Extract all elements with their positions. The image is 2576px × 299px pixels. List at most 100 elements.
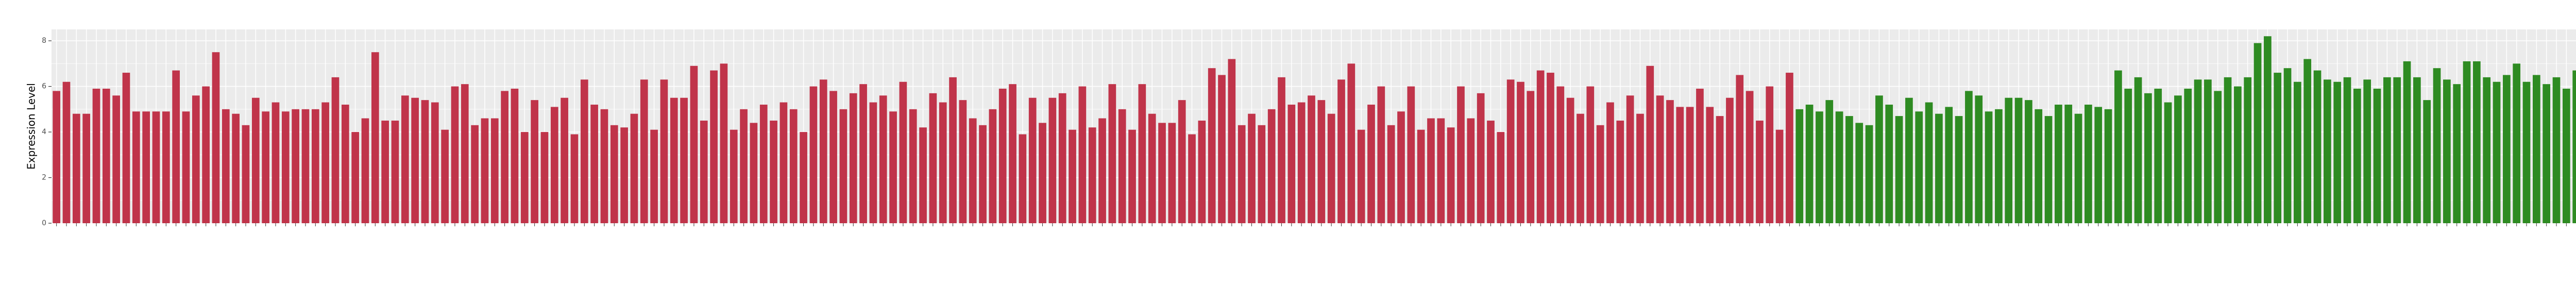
bar bbox=[2403, 61, 2411, 223]
bar bbox=[511, 89, 519, 223]
bar bbox=[1716, 116, 1724, 223]
bar bbox=[62, 81, 71, 223]
bar bbox=[1745, 91, 1754, 223]
bar bbox=[1327, 113, 1335, 223]
bar bbox=[1566, 97, 1574, 223]
bar bbox=[570, 134, 579, 223]
bar bbox=[1118, 109, 1126, 223]
bar bbox=[1945, 107, 1953, 223]
y-tick-label: 6 bbox=[42, 82, 46, 91]
bar bbox=[1218, 75, 1226, 223]
bar bbox=[2313, 70, 2321, 223]
bar bbox=[53, 91, 61, 223]
bar bbox=[122, 73, 130, 223]
bar bbox=[361, 118, 369, 223]
bar bbox=[481, 118, 489, 223]
bar bbox=[1347, 63, 1355, 224]
bar bbox=[561, 97, 568, 223]
bar bbox=[1527, 91, 1535, 223]
bar bbox=[2433, 68, 2441, 223]
bar bbox=[82, 113, 91, 223]
bar bbox=[1985, 111, 1993, 223]
bar bbox=[1636, 113, 1644, 223]
bar bbox=[2014, 97, 2023, 223]
bar bbox=[1965, 91, 1973, 223]
bar bbox=[222, 109, 230, 223]
bar bbox=[2572, 70, 2576, 223]
bar bbox=[2264, 36, 2272, 223]
bar bbox=[520, 132, 529, 223]
bar bbox=[2114, 70, 2122, 223]
bar bbox=[2483, 77, 2491, 224]
bar bbox=[1517, 81, 1524, 223]
bar bbox=[112, 95, 121, 223]
bar bbox=[1855, 123, 1863, 223]
bar bbox=[670, 97, 678, 223]
bar bbox=[212, 52, 220, 223]
bar bbox=[1248, 113, 1256, 223]
bar bbox=[1377, 86, 1385, 223]
bar bbox=[869, 102, 877, 223]
bar bbox=[740, 109, 748, 223]
bar bbox=[2373, 89, 2381, 223]
bar bbox=[759, 104, 768, 223]
bar bbox=[1835, 111, 1843, 223]
bar bbox=[1786, 73, 1793, 223]
bar bbox=[2393, 77, 2401, 224]
bar bbox=[630, 113, 638, 223]
bar bbox=[2035, 109, 2043, 223]
bar bbox=[2124, 89, 2132, 223]
bar bbox=[1297, 102, 1306, 223]
bar bbox=[1078, 86, 1087, 223]
bar bbox=[1228, 59, 1236, 223]
bar bbox=[2294, 81, 2301, 223]
bar bbox=[680, 97, 688, 223]
bar bbox=[1497, 132, 1505, 223]
bar bbox=[2064, 104, 2073, 223]
bar bbox=[1417, 129, 1425, 223]
bar bbox=[2144, 93, 2152, 223]
bar bbox=[1208, 68, 1216, 223]
bar bbox=[2044, 116, 2053, 223]
bar bbox=[650, 129, 658, 223]
bar bbox=[959, 100, 967, 223]
bar bbox=[829, 91, 837, 223]
bar bbox=[411, 97, 419, 223]
bar bbox=[979, 125, 987, 223]
bar bbox=[1935, 113, 1943, 223]
bar bbox=[2333, 81, 2342, 223]
bar bbox=[2224, 77, 2232, 224]
bar bbox=[730, 129, 738, 223]
bar bbox=[969, 118, 977, 223]
bar bbox=[580, 79, 588, 224]
bar bbox=[421, 100, 429, 223]
bar bbox=[1556, 86, 1565, 223]
bar bbox=[232, 113, 240, 223]
bar bbox=[102, 89, 110, 223]
bar bbox=[92, 89, 100, 223]
bar bbox=[1726, 97, 1734, 223]
bar bbox=[1407, 86, 1415, 223]
bar bbox=[1198, 120, 1206, 223]
bar bbox=[1656, 95, 1664, 223]
bar bbox=[1706, 107, 1714, 223]
bar bbox=[710, 70, 718, 223]
bar bbox=[2104, 109, 2112, 223]
bar bbox=[2214, 91, 2222, 223]
bar bbox=[1905, 97, 1913, 223]
bar bbox=[1437, 118, 1445, 223]
bar bbox=[1885, 104, 1893, 223]
bar bbox=[1258, 125, 1266, 223]
y-tick-label: 2 bbox=[42, 174, 46, 182]
bar bbox=[1696, 89, 1704, 223]
bar bbox=[1178, 100, 1186, 223]
bar bbox=[2543, 84, 2551, 223]
bar bbox=[1536, 70, 1545, 223]
bar bbox=[2164, 102, 2172, 223]
bar bbox=[1756, 120, 1764, 223]
bar bbox=[839, 109, 848, 223]
bar bbox=[1009, 84, 1016, 223]
bar bbox=[1805, 104, 1814, 223]
bar bbox=[2413, 77, 2421, 224]
